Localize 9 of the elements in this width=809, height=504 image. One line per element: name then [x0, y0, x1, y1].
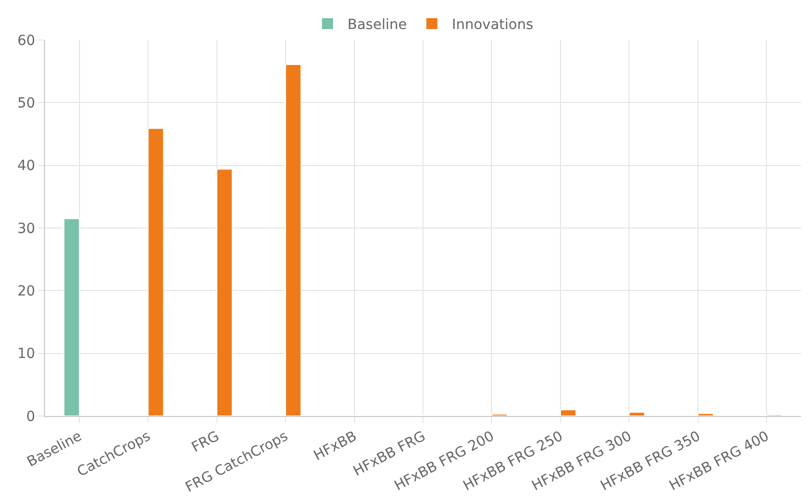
y-tick-label: 30	[17, 220, 36, 237]
y-tick-label: 0	[26, 408, 36, 425]
legend-label: Baseline	[348, 17, 407, 34]
y-tick-label: 60	[17, 32, 36, 49]
y-tick-label: 40	[17, 158, 36, 174]
legend-label: Innovations	[452, 17, 534, 34]
y-tick-label: 20	[17, 284, 36, 300]
y-tick-label: 50	[17, 96, 36, 112]
y-tick-label: 10	[17, 346, 36, 362]
